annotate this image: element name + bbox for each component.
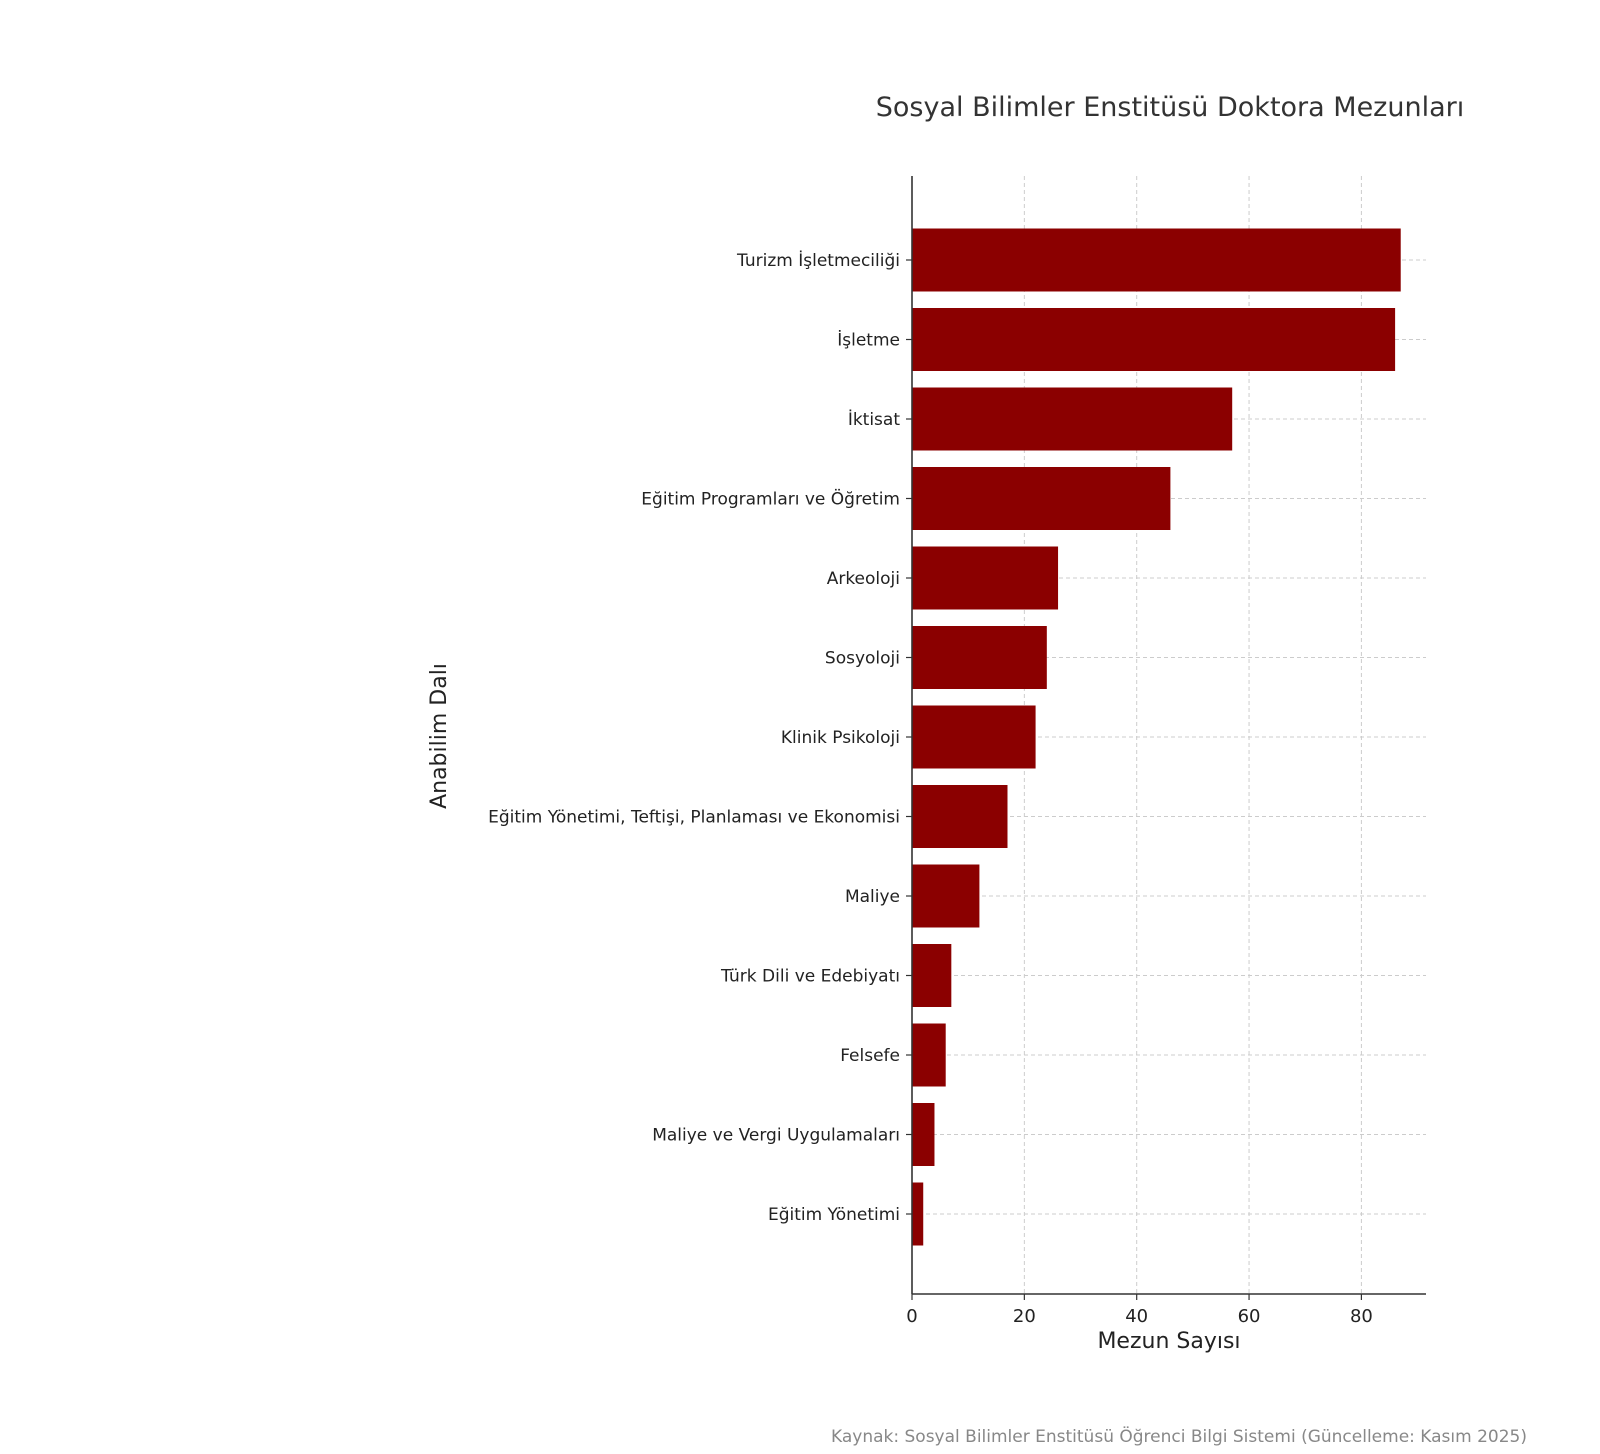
y-axis-label: Anabilim Dalı	[427, 663, 452, 809]
category-label: Klinik Psikoloji	[781, 728, 900, 748]
category-label: Türk Dili ve Edebiyatı	[720, 967, 900, 987]
bar	[912, 1103, 935, 1166]
bar-layer	[912, 228, 1401, 1246]
category-label: Maliye	[845, 887, 900, 907]
category-label: Turizm İşletmeciliği	[736, 250, 900, 271]
x-tick-label: 60	[1238, 1306, 1261, 1327]
bar	[912, 1023, 946, 1087]
category-label: Sosyoloji	[825, 649, 900, 669]
x-ticks: 0 20 40 60 80	[906, 259, 1373, 1327]
category-label: Eğitim Yönetimi	[768, 1205, 900, 1225]
category-label: Maliye ve Vergi Uygulamaları	[652, 1126, 900, 1146]
bar	[912, 308, 1396, 371]
x-tick-label: 40	[1125, 1306, 1148, 1327]
bar	[912, 228, 1401, 292]
chart-title: Sosyal Bilimler Enstitüsü Doktora Mezunl…	[876, 92, 1464, 123]
category-label: İşletme	[837, 330, 900, 351]
bar	[912, 387, 1233, 451]
bar	[912, 546, 1059, 610]
bar	[912, 705, 1036, 769]
category-label: Arkeoloji	[827, 569, 900, 589]
category-label: Felsefe	[840, 1046, 900, 1066]
source-note: Kaynak: Sosyal Bilimler Enstitüsü Öğrenc…	[831, 1425, 1527, 1447]
category-labels: Turizm İşletmeciliği İşletme İktisat Eğitim…	[488, 250, 900, 1225]
x-tick-label: 80	[1350, 1306, 1373, 1327]
bar	[912, 1182, 924, 1246]
bar	[912, 467, 1171, 530]
x-tick-label: 20	[1013, 1306, 1036, 1327]
bar	[912, 785, 1008, 848]
x-axis-label: Mezun Sayısı	[1097, 1329, 1240, 1354]
category-label: Eğitim Yönetimi, Teftişi, Planlaması ve …	[488, 808, 900, 828]
x-tick-label: 0	[906, 1306, 917, 1327]
category-label: İktisat	[848, 409, 901, 430]
bar	[912, 944, 952, 1007]
bar	[912, 864, 980, 928]
bar	[912, 626, 1047, 689]
category-label: Eğitim Programları ve Öğretim	[641, 488, 900, 510]
